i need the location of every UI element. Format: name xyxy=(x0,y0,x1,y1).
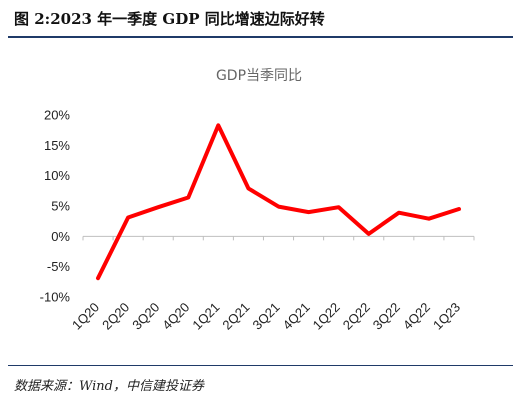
gdp-line-chart: GDP当季同比 20%15%10%5%0%-5%-10% 1Q202Q203Q2… xyxy=(40,68,475,333)
x-tick-label: 1Q22 xyxy=(310,300,343,333)
x-tick-label: 2Q22 xyxy=(340,300,373,333)
source-note: 数据来源：Wind，中信建投证券 xyxy=(14,379,204,394)
source-rule xyxy=(8,365,513,366)
x-tick-label: 4Q20 xyxy=(159,300,192,333)
x-tick-label: 4Q21 xyxy=(280,300,313,333)
x-tick-label: 3Q21 xyxy=(250,300,283,333)
x-tick-label: 2Q21 xyxy=(219,300,252,333)
y-tick-label: -5% xyxy=(47,259,71,274)
x-tick-label: 3Q22 xyxy=(370,300,403,333)
y-tick-label: 20% xyxy=(44,108,70,123)
x-axis-labels: 1Q202Q203Q204Q201Q212Q213Q214Q211Q222Q22… xyxy=(69,300,463,333)
figure-title: 图 2:2023 年一季度 GDP 同比增速边际好转 xyxy=(14,10,325,28)
gdp-series-line xyxy=(96,123,461,281)
y-tick-label: 15% xyxy=(44,138,70,153)
x-tick-label: 2Q20 xyxy=(99,300,132,333)
y-tick-label: -10% xyxy=(40,290,71,305)
y-tick-label: 0% xyxy=(51,229,70,244)
chart-title: GDP当季同比 xyxy=(216,68,302,84)
x-axis-tickmarks xyxy=(82,236,475,241)
x-tick-label: 1Q23 xyxy=(430,300,463,333)
y-tick-label: 10% xyxy=(44,168,70,183)
y-axis-ticks: 20% 15% 10% 5% 0% -5% -10% xyxy=(40,108,71,305)
x-tick-label: 4Q22 xyxy=(400,300,433,333)
title-rule xyxy=(8,36,513,38)
y-tick-label: 5% xyxy=(51,199,70,214)
x-tick-label: 1Q21 xyxy=(189,300,222,333)
x-tick-label: 1Q20 xyxy=(69,300,102,333)
x-tick-label: 3Q20 xyxy=(129,300,162,333)
